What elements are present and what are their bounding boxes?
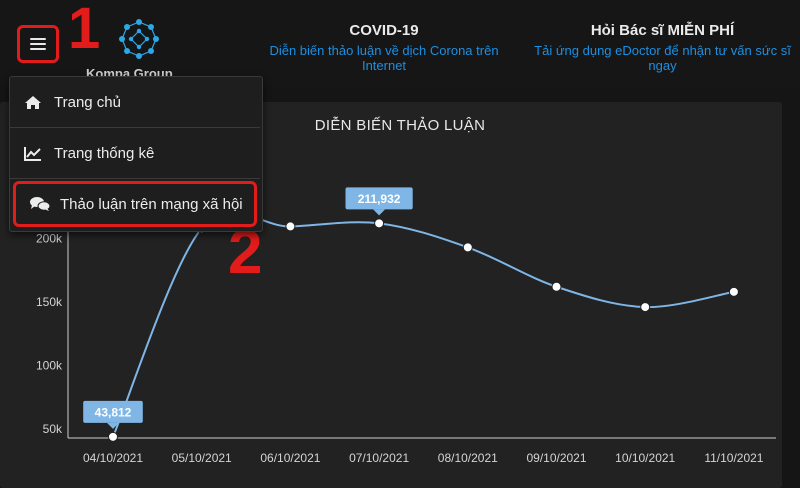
y-tick-label: 150k [36,295,63,309]
edoctor-news-link[interactable]: Hỏi Bác sĩ MIỄN PHÍ Tải ứng dụng eDoctor… [525,22,800,73]
data-point [285,221,296,232]
data-label-box [345,187,413,210]
data-point [374,218,385,229]
x-tick-label: 08/10/2021 [438,451,498,465]
x-tick-label: 07/10/2021 [349,451,409,465]
menu-divider [10,178,260,179]
data-label-pointer [373,209,386,216]
kompa-logo-icon[interactable] [118,18,160,60]
data-point [728,286,739,297]
menu-item-label: Trang thống kê [54,144,155,162]
comments-icon [30,196,50,212]
data-point [640,302,651,313]
menu-item-label: Trang chủ [54,93,121,111]
covid-news-link[interactable]: COVID-19 Diễn biến thảo luận về dịch Cor… [252,22,516,73]
y-tick-label: 100k [36,359,63,373]
menu-item-home[interactable]: Trang chủ [10,77,260,127]
y-tick-label: 200k [36,232,63,246]
news-subtitle[interactable]: Diễn biến thảo luận về dịch Corona trên … [269,43,499,73]
hamburger-menu-button[interactable] [17,25,59,63]
line-chart-icon [24,145,44,161]
series-line [112,211,735,438]
x-tick-label: 04/10/2021 [83,451,143,465]
data-point [108,431,118,442]
home-icon [24,94,44,110]
x-tick-label: 05/10/2021 [172,451,232,465]
x-tick-label: 06/10/2021 [260,451,320,465]
data-label-box [83,400,143,423]
navigation-dropdown-menu: Trang chủ Trang thống kê Thảo luận trên … [9,76,263,232]
menu-item-label: Thảo luận trên mạng xã hội [60,195,243,213]
step-1-annotation: 1 [68,0,101,61]
news-title: Hỏi Bác sĩ MIỄN PHÍ [590,22,735,39]
data-point [551,281,562,292]
data-label: 211,932 [358,192,401,206]
top-header: 1 Kompa Group COVID-19 Diễn biến thảo lu… [0,0,800,88]
data-label: 43,812 [95,405,132,419]
menu-item-social-discussion[interactable]: Thảo luận trên mạng xã hội [13,181,257,227]
y-tick-label: 50k [43,422,63,436]
menu-item-statistics[interactable]: Trang thống kê [10,128,260,178]
menu-divider [10,127,260,128]
data-label-pointer [107,422,119,429]
x-tick-label: 10/10/2021 [615,451,675,465]
data-point [462,242,473,253]
news-title: COVID-19 [349,22,419,39]
chart-title: DIỄN BIẾN THẢO LUẬN [314,117,486,134]
news-subtitle[interactable]: Tải ứng dụng eDoctor để nhận tư vấn sức … [534,43,791,73]
x-tick-label: 09/10/2021 [526,451,586,465]
hamburger-icon [30,38,46,50]
x-tick-label: 11/10/2021 [704,451,763,465]
